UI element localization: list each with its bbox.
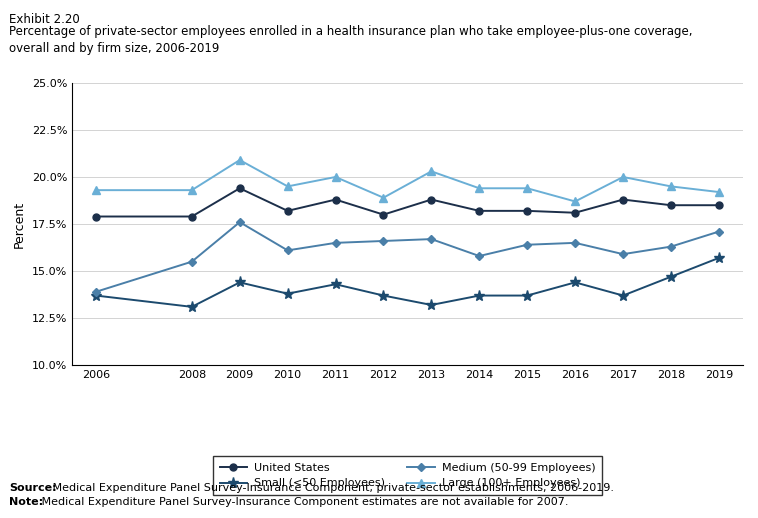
Y-axis label: Percent: Percent: [13, 200, 26, 248]
Text: Percentage of private-sector employees enrolled in a health insurance plan who t: Percentage of private-sector employees e…: [9, 25, 693, 55]
Text: Medical Expenditure Panel Survey-Insurance Component, private-sector establishme: Medical Expenditure Panel Survey-Insuran…: [49, 483, 613, 493]
Legend: United States, Small (<50 Employees), Medium (50-99 Employees), Large (100+ Empl: United States, Small (<50 Employees), Me…: [213, 456, 602, 495]
Text: Source:: Source:: [9, 483, 57, 493]
Text: Note:: Note:: [9, 497, 43, 507]
Text: Medical Expenditure Panel Survey-Insurance Component estimates are not available: Medical Expenditure Panel Survey-Insuran…: [38, 497, 568, 507]
Text: Exhibit 2.20: Exhibit 2.20: [9, 13, 80, 26]
